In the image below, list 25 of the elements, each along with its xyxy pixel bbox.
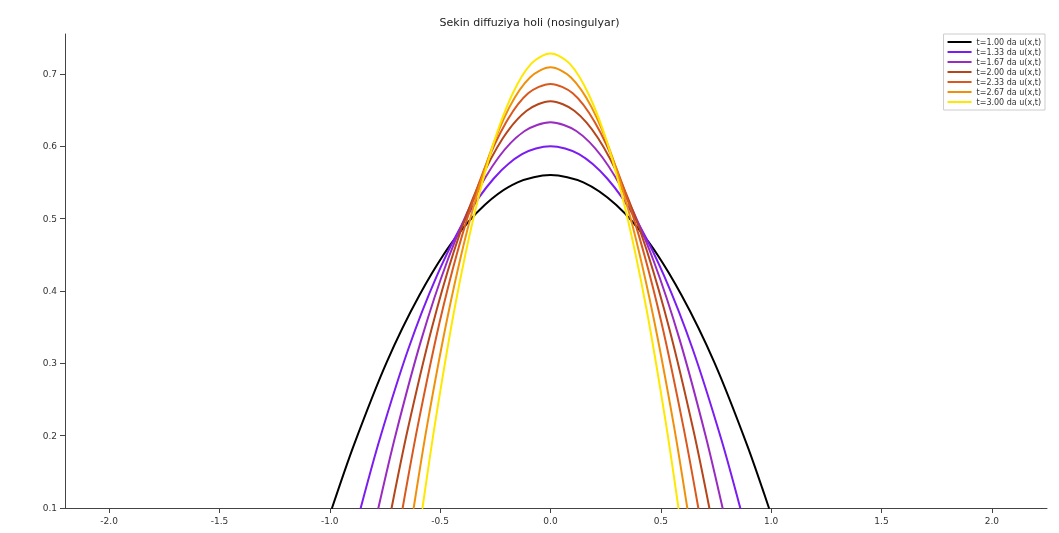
line-series bbox=[331, 174, 770, 509]
legend-label: t=1.33 da u(x,t) bbox=[976, 47, 1042, 57]
x-tick-label: -0.5 bbox=[431, 515, 449, 526]
y-tick-label: 0.3 bbox=[42, 358, 57, 369]
legend-label: t=2.67 da u(x,t) bbox=[976, 87, 1042, 97]
y-tick-label: 0.1 bbox=[42, 503, 57, 513]
x-tick-label: 0.5 bbox=[653, 515, 668, 526]
x-tick-label: -1.0 bbox=[321, 515, 339, 526]
x-tick-label: -2.0 bbox=[100, 515, 119, 526]
chart-title: Sekin diffuziya holi (nosingulyar) bbox=[439, 16, 620, 29]
y-tick-label: 0.2 bbox=[42, 430, 57, 441]
legend-label: t=1.67 da u(x,t) bbox=[976, 57, 1042, 67]
legend-label: t=2.33 da u(x,t) bbox=[976, 77, 1042, 87]
y-tick-label: 0.4 bbox=[42, 285, 58, 296]
x-tick-label: 2.0 bbox=[984, 515, 1000, 526]
x-tick-label: 0.0 bbox=[543, 515, 558, 526]
legend-label: t=3.00 da u(x,t) bbox=[976, 97, 1042, 107]
legend-label: t=1.00 da u(x,t) bbox=[976, 37, 1042, 47]
y-tick-label: 0.6 bbox=[42, 141, 58, 152]
legend-label: t=2.00 da u(x,t) bbox=[976, 67, 1042, 77]
y-tick-label: 0.5 bbox=[42, 213, 57, 224]
y-tick-label: 0.7 bbox=[42, 68, 57, 79]
x-tick-label: -1.5 bbox=[210, 515, 229, 526]
x-tick-label: 1.0 bbox=[763, 515, 779, 526]
x-tick-label: 1.5 bbox=[874, 515, 889, 526]
